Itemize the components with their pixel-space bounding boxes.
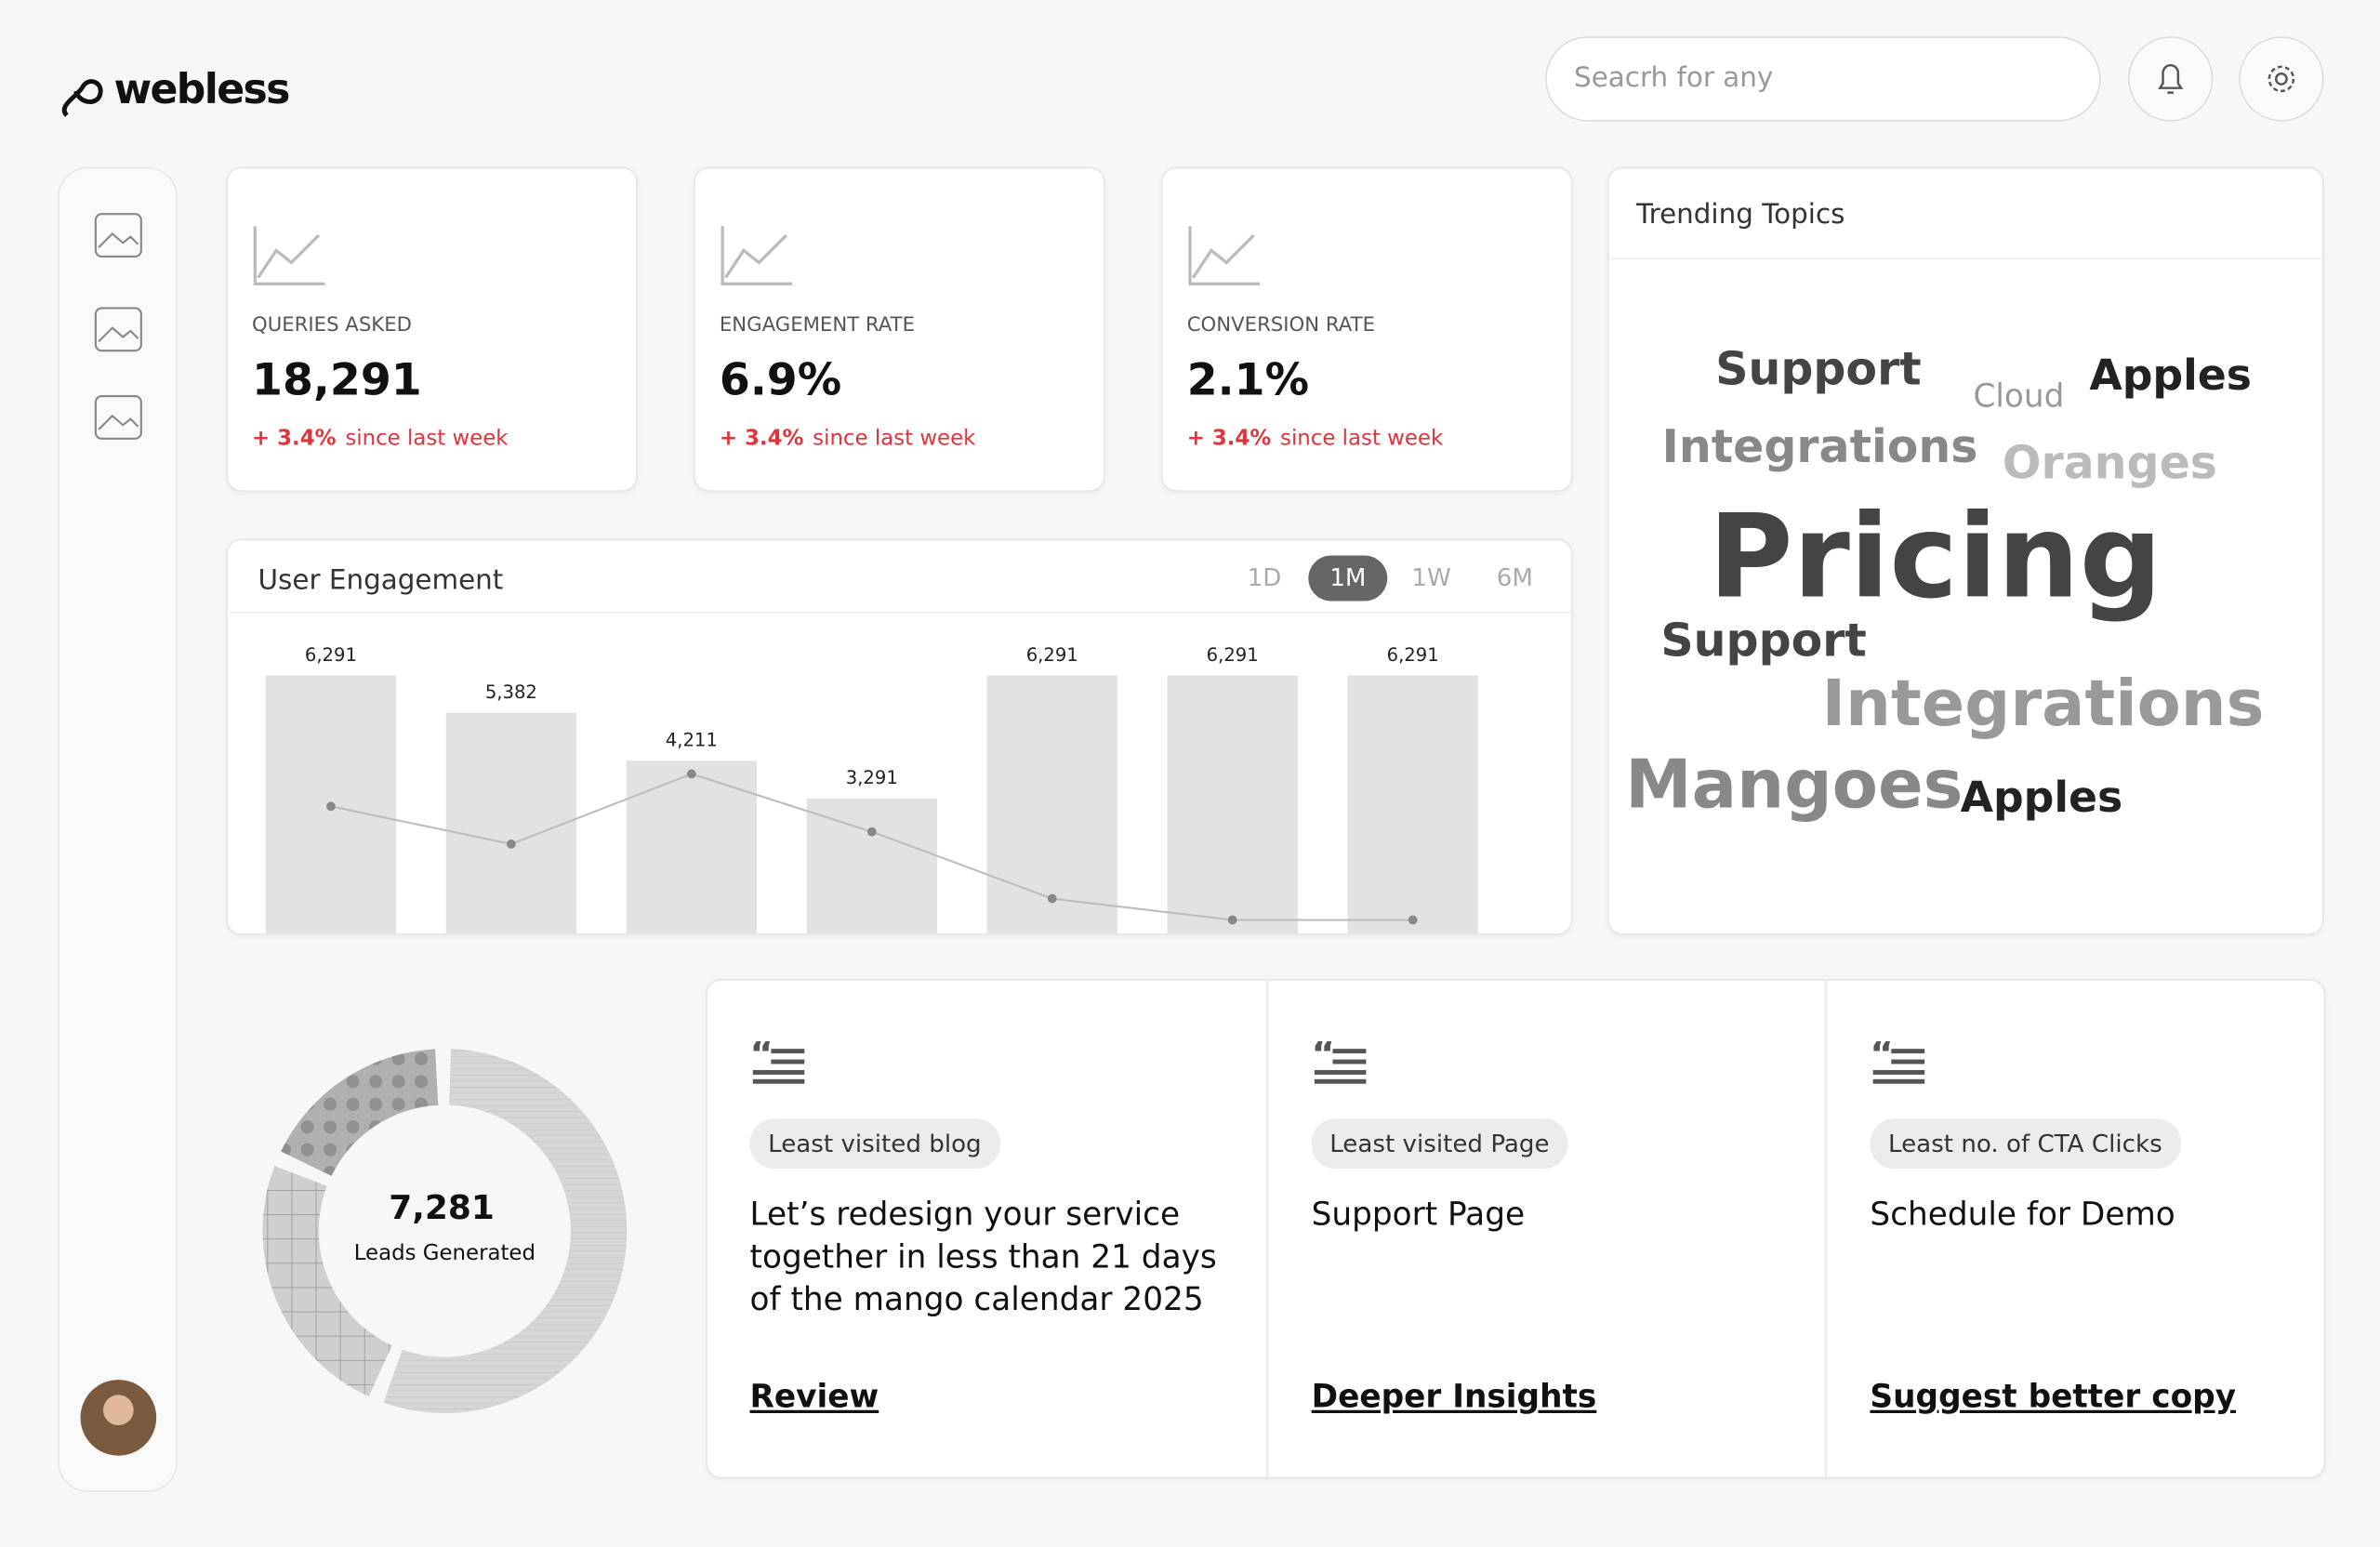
bell-icon xyxy=(2157,64,2184,94)
sidebar-icons xyxy=(80,213,157,1456)
stat-value: 2.1% xyxy=(1186,353,1310,405)
logo-text: webless xyxy=(113,66,290,114)
gear-icon xyxy=(2268,65,2295,93)
donut-segment xyxy=(383,1049,628,1413)
stat-icon xyxy=(253,226,325,285)
insight-text: Schedule for Demo xyxy=(1870,1196,2175,1233)
stat-change: + 3.4% since last week xyxy=(720,427,976,451)
change-note: since last week xyxy=(1280,426,1444,451)
stat-card: QUERIES ASKED 18,291 + 3.4% since last week xyxy=(226,166,638,492)
notification-button[interactable] xyxy=(2127,36,2214,122)
quote-icon: “ xyxy=(1312,1041,1367,1084)
donut-label: Leads Generated xyxy=(354,1241,536,1265)
stat-label: QUERIES ASKED xyxy=(252,313,412,337)
quote-icon: “ xyxy=(750,1041,805,1084)
quote-icon: “ xyxy=(1870,1041,1925,1084)
change-value: + 3.4% xyxy=(252,426,337,451)
card-title: User Engagement xyxy=(258,564,504,597)
stat-change: + 3.4% since last week xyxy=(1187,427,1444,451)
change-value: + 3.4% xyxy=(1186,426,1272,451)
nav-icon[interactable] xyxy=(94,213,142,258)
stat-card: ENGAGEMENT RATE 6.9% + 3.4% since last week xyxy=(694,166,1105,492)
range-tab[interactable]: 1M xyxy=(1308,555,1388,602)
insight-link[interactable]: Deeper Insights xyxy=(1311,1378,1597,1415)
range-tab[interactable]: 6M xyxy=(1496,562,1533,592)
insight-column: “ Least visited blog Let’s redesign your s… xyxy=(707,981,1263,1477)
stat-icon xyxy=(721,226,793,285)
engagement-card: User Engagement 1D 1M 1W 6M xyxy=(226,538,1573,935)
settings-button[interactable] xyxy=(2239,36,2324,122)
stat-card: CONVERSION RATE 2.1% + 3.4% since last week xyxy=(1160,166,1573,492)
insight-text: Let’s redesign your service together in … xyxy=(749,1196,1217,1318)
search-box[interactable]: Seacrh for any xyxy=(1545,36,2101,122)
nav-icon[interactable] xyxy=(94,307,142,352)
stat-icon xyxy=(1188,226,1261,285)
svg-text:“: “ xyxy=(1312,1041,1336,1076)
insight-column: “ Least no. of CTA Clicks Schedule for Dem… xyxy=(1824,980,2323,1477)
tag: Least no. of CTA Clicks xyxy=(1870,1118,2181,1170)
stat-label: ENGAGEMENT RATE xyxy=(719,313,916,337)
insight-link[interactable]: Review xyxy=(749,1378,879,1415)
divider xyxy=(1608,258,2322,260)
nav-icon[interactable] xyxy=(94,395,142,440)
range-tab[interactable]: 1D xyxy=(1247,562,1282,592)
svg-text:“: “ xyxy=(1870,1041,1894,1076)
range-tab[interactable]: 1W xyxy=(1411,562,1451,592)
logo-icon xyxy=(61,79,103,117)
stat-label: CONVERSION RATE xyxy=(1186,313,1376,337)
tag: Least visited Page xyxy=(1311,1118,1568,1170)
insight-link[interactable]: Suggest better copy xyxy=(1870,1378,2237,1415)
insights-card: “ Least visited blog Let’s redesign your s… xyxy=(706,979,2326,1479)
tag: Least visited blog xyxy=(749,1118,1000,1170)
insight-column: “ Least visited Page Support Page Deeper In… xyxy=(1265,980,1825,1477)
change-note: since last week xyxy=(345,426,509,451)
stat-value: 18,291 xyxy=(252,353,422,405)
donut-segment xyxy=(281,1049,439,1176)
trending-card: Trending Topics xyxy=(1606,166,2324,935)
donut-value: 7,281 xyxy=(389,1189,495,1227)
change-note: since last week xyxy=(813,426,976,451)
divider xyxy=(227,611,1571,614)
donut-segment xyxy=(262,1166,392,1397)
stat-change: + 3.4% since last week xyxy=(252,427,509,451)
svg-text:“: “ xyxy=(750,1041,774,1076)
change-value: + 3.4% xyxy=(719,426,804,451)
search-placeholder: Seacrh for any xyxy=(1574,61,1774,95)
card-title: Trending Topics xyxy=(1635,198,1845,231)
sidebar xyxy=(58,166,178,1492)
insight-text: Support Page xyxy=(1311,1196,1526,1233)
stat-value: 6.9% xyxy=(719,353,842,405)
